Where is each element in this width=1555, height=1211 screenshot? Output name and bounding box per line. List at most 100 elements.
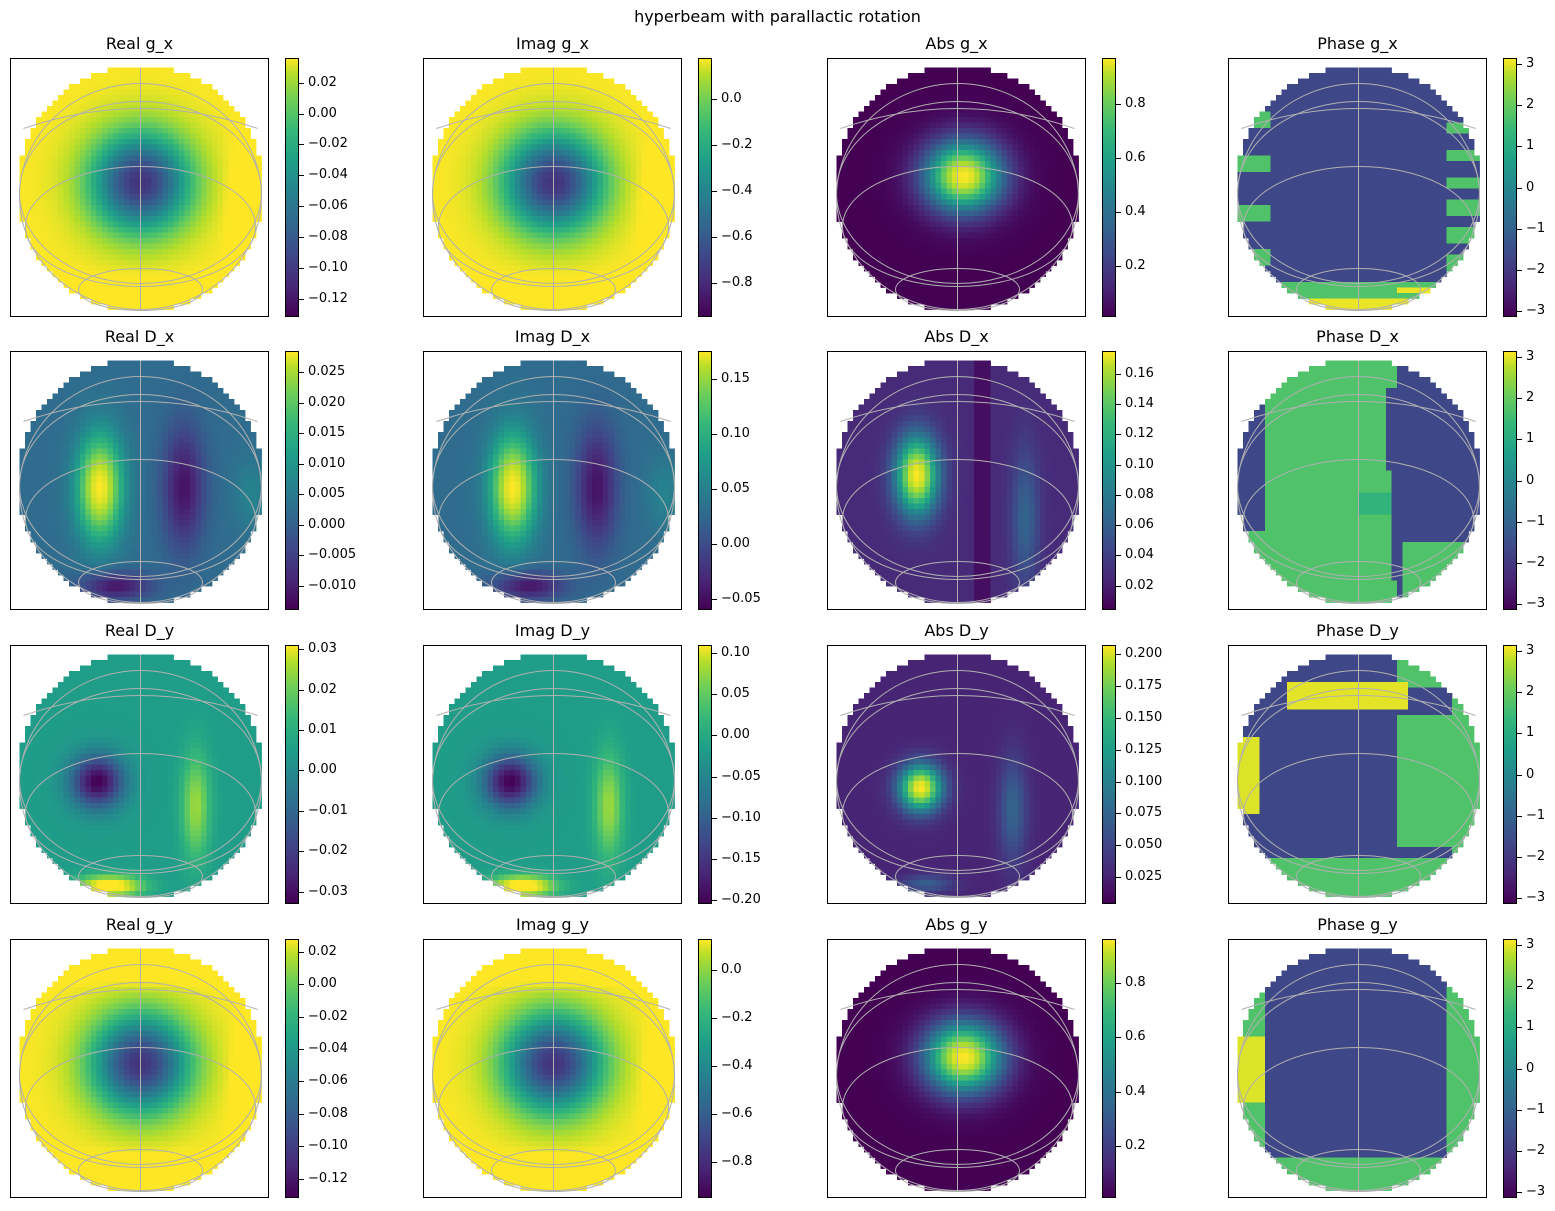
heatmap-cell — [608, 276, 615, 283]
heatmap-cell — [636, 111, 642, 118]
heatmap-cell — [990, 293, 997, 299]
heatmap-cell — [1067, 205, 1074, 211]
heatmap-cell — [974, 89, 980, 96]
heatmap-cell — [184, 172, 191, 178]
heatmap-cell — [498, 205, 505, 211]
heatmap-cell — [847, 243, 854, 250]
heatmap-cell — [1067, 172, 1074, 178]
heatmap-cell — [113, 227, 119, 233]
heatmap-cell — [102, 194, 108, 200]
heatmap-cell — [124, 150, 130, 156]
heatmap-cell — [151, 95, 158, 101]
heatmap-cell — [493, 232, 499, 239]
heatmap-cell — [504, 166, 510, 173]
heatmap-cell — [913, 155, 920, 162]
heatmap-cell — [570, 260, 576, 266]
heatmap-cell — [184, 95, 191, 101]
heatmap-cell — [542, 139, 549, 145]
heatmap-cell — [1386, 106, 1392, 112]
heatmap-cell — [74, 199, 81, 206]
heatmap-cell — [526, 293, 532, 299]
heatmap-cell — [217, 166, 224, 173]
heatmap-cell — [913, 276, 920, 283]
heatmap-cell — [853, 232, 859, 239]
heatmap-cell — [432, 194, 439, 200]
heatmap-cell — [190, 205, 196, 211]
heatmap-cell — [957, 95, 964, 101]
heatmap-cell — [460, 194, 466, 200]
heatmap-cell — [74, 276, 81, 283]
heatmap-cell — [592, 73, 598, 79]
heatmap-cell — [217, 139, 224, 145]
heatmap-cell — [184, 177, 191, 184]
heatmap-cell — [913, 188, 920, 195]
heatmap-cell — [930, 144, 936, 151]
heatmap-cell — [614, 249, 620, 255]
heatmap-cell — [102, 100, 108, 107]
heatmap-cell — [509, 260, 516, 266]
heatmap-cell — [902, 221, 909, 228]
heatmap-cell — [129, 298, 136, 305]
heatmap-cell — [575, 155, 582, 162]
heatmap-cell — [575, 139, 582, 145]
heatmap-cell — [504, 155, 510, 162]
heatmap-cell — [636, 106, 642, 112]
heatmap-cell — [946, 155, 953, 162]
heatmap-cell — [968, 304, 975, 310]
heatmap-cell — [957, 166, 964, 173]
heatmap-cell — [924, 216, 931, 222]
heatmap-cell — [25, 183, 31, 189]
heatmap-cell — [515, 122, 521, 129]
heatmap-cell — [493, 238, 499, 244]
heatmap-cell — [913, 282, 920, 288]
heatmap-cell — [658, 188, 664, 195]
heatmap-cell — [151, 78, 158, 85]
heatmap-cell — [636, 172, 642, 178]
heatmap-cell — [553, 210, 560, 217]
heatmap-cell — [206, 144, 213, 151]
heatmap-cell — [548, 111, 554, 118]
heatmap-cell — [930, 210, 936, 217]
heatmap-cell — [974, 282, 980, 288]
heatmap-cell — [614, 232, 620, 239]
heatmap-cell — [891, 139, 898, 145]
heatmap-cell — [1012, 232, 1019, 239]
heatmap-cell — [168, 73, 174, 79]
heatmap-cell — [586, 183, 593, 189]
heatmap-cell — [1040, 271, 1046, 277]
heatmap-cell — [107, 238, 114, 244]
heatmap-cell — [157, 95, 163, 101]
heatmap-cell — [930, 84, 936, 90]
heatmap-cell — [1034, 95, 1041, 101]
heatmap-cell — [91, 172, 97, 178]
heatmap-cell — [85, 150, 92, 156]
heatmap-cell — [140, 155, 147, 162]
heatmap-cell — [206, 89, 213, 96]
heatmap-cell — [129, 238, 136, 244]
heatmap-cell — [1424, 89, 1431, 96]
heatmap-cell — [1001, 166, 1008, 173]
heatmap-cell — [581, 293, 587, 299]
heatmap-cell — [663, 210, 670, 217]
heatmap-cell — [990, 216, 997, 222]
heatmap-cell — [1007, 188, 1013, 195]
heatmap-cell — [1051, 216, 1057, 222]
heatmap-cell — [891, 287, 898, 294]
heatmap-cell — [498, 177, 505, 184]
heatmap-cell — [526, 177, 532, 184]
heatmap-cell — [559, 205, 565, 211]
heatmap-cell — [179, 183, 185, 189]
heatmap-cell — [151, 205, 158, 211]
heatmap-cell — [996, 89, 1002, 96]
heatmap-cell — [625, 95, 631, 101]
heatmap-cell — [897, 183, 903, 189]
heatmap-cell — [886, 249, 892, 255]
heatmap-cell — [553, 216, 560, 222]
heatmap-cell — [504, 177, 510, 184]
heatmap-cell — [509, 216, 516, 222]
heatmap-cell — [957, 155, 964, 162]
heatmap-cell — [190, 139, 196, 145]
heatmap-cell — [842, 139, 848, 145]
heatmap-cell — [586, 282, 593, 288]
heatmap-cell — [239, 210, 246, 217]
